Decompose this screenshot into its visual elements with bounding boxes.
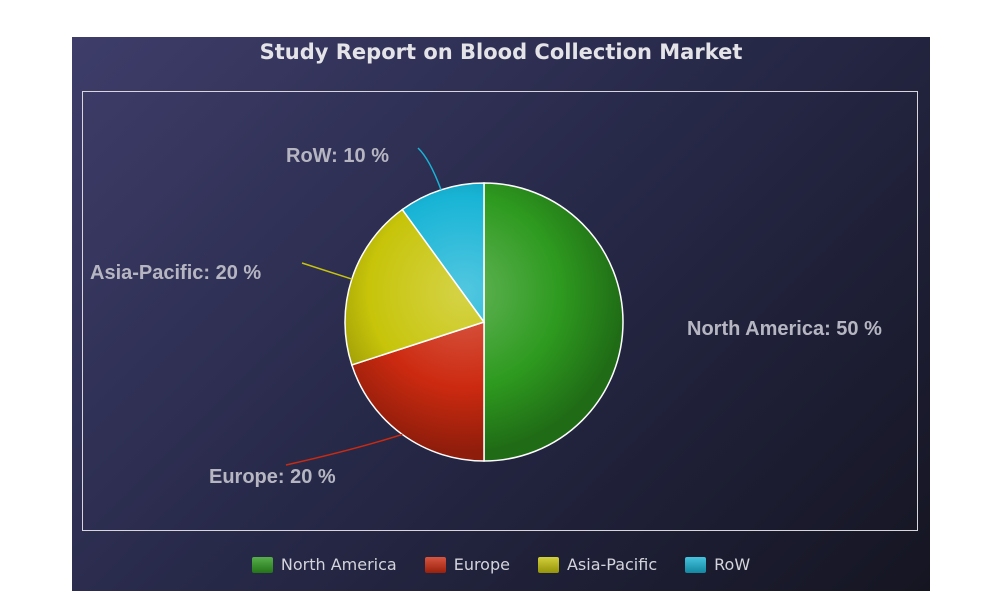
legend-item-asia-pacific[interactable]: Asia-Pacific (537, 555, 658, 574)
pie-slice-north-america[interactable] (483, 182, 624, 462)
legend-label: Europe (453, 555, 510, 574)
slice-label-north-america: North America: 50 % (687, 318, 882, 340)
legend-swatch (685, 556, 707, 573)
chart-frame: Study Report on Blood Collection Market … (72, 37, 930, 591)
plot-area (82, 91, 918, 531)
legend-label: Asia-Pacific (566, 555, 658, 574)
label-connector-asia-pacific (301, 262, 353, 280)
legend-label: RoW (714, 555, 751, 574)
slice-label-row: RoW: 10 % (286, 145, 389, 167)
legend-swatch (537, 556, 559, 573)
pie-chart: North America: 50 % Europe: 20 % Asia-Paci… (90, 145, 882, 488)
legend-item-row[interactable]: RoW (685, 555, 750, 574)
pie-slice-row[interactable] (401, 182, 485, 325)
slice-label-asia-pacific: Asia-Pacific: 20 % (90, 262, 261, 284)
legend: North America Europe Asia-Pacific RoW (72, 555, 930, 574)
pie-slice-asia-pacific[interactable] (344, 208, 486, 366)
legend-item-north-america[interactable]: North America (251, 555, 397, 574)
legend-swatch (424, 556, 446, 573)
legend-swatch (251, 556, 273, 573)
chart-title: Study Report on Blood Collection Market (259, 40, 743, 64)
legend-label: North America (280, 555, 397, 574)
label-connector-row (417, 147, 442, 191)
label-connector-europe (285, 433, 403, 466)
slice-label-europe: Europe: 20 % (209, 466, 336, 488)
legend-item-europe[interactable]: Europe (424, 555, 510, 574)
